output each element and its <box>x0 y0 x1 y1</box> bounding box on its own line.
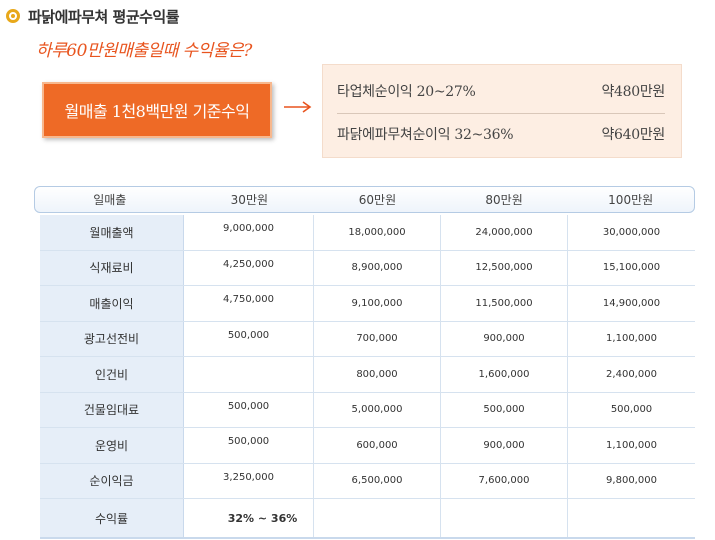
table-cell: 9,800,000 <box>606 475 657 487</box>
table-cell: 1,600,000 <box>441 357 568 392</box>
table-cell <box>184 357 314 392</box>
basis-label: 월매출 1천8백만원 기준수익 <box>64 102 250 121</box>
table-cell: 2,400,000 <box>606 368 657 380</box>
table-row: 매출이익 4,750,000 9,100,000 11,500,000 14,9… <box>40 286 695 322</box>
table-cell: 11,500,000 <box>441 286 568 321</box>
header-col-2: 60만원 <box>358 193 397 207</box>
row-label: 운영비 <box>40 428 184 463</box>
table-cell: 500,000 <box>184 392 314 427</box>
table-cell: 30,000,000 <box>602 226 661 238</box>
profit-row-label: 파닭에파무쳐순이익 32~36% <box>337 127 514 143</box>
table-cell: 500,000 <box>441 392 568 427</box>
table-cell: 1,100,000 <box>606 333 657 345</box>
table-row: 광고선전비 500,000 700,000 900,000 1,100,000 <box>40 321 695 357</box>
profit-row-value: 약480만원 <box>601 84 665 100</box>
row-label: 건물임대료 <box>40 392 184 427</box>
table-row: 순이익금 3,250,000 6,500,000 7,600,000 9,800… <box>40 463 695 499</box>
row-label: 매출이익 <box>40 286 184 321</box>
table-cell: 4,750,000 <box>184 286 314 321</box>
table-header: 일매출 30만원 60만원 80만원 100만원 <box>34 186 695 213</box>
table-cell: 800,000 <box>314 357 441 392</box>
table-cell: 8,900,000 <box>314 250 441 285</box>
profit-row-label: 타업체순이익 20~27% <box>337 84 476 100</box>
table-cell: 12,500,000 <box>441 250 568 285</box>
table-body: 월매출액 9,000,000 18,000,000 24,000,000 30,… <box>40 215 695 539</box>
table-row: 인건비 800,000 1,600,000 2,400,000 <box>40 357 695 393</box>
table-row: 운영비 500,000 600,000 900,000 1,100,000 <box>40 428 695 464</box>
table-cell <box>314 499 441 537</box>
table-cell <box>568 499 695 537</box>
table-cell: 600,000 <box>314 428 441 463</box>
profit-comparison-box: 타업체순이익 20~27% 약480만원 파닭에파무쳐순이익 32~36% 약6… <box>322 64 682 158</box>
row-label: 수익률 <box>40 499 184 537</box>
row-label: 월매출액 <box>40 215 184 250</box>
table-row: 건물임대료 500,000 5,000,000 500,000 500,000 <box>40 392 695 428</box>
arrow-right-icon <box>284 101 312 113</box>
divider <box>337 113 665 114</box>
table-cell: 6,500,000 <box>314 463 441 498</box>
table-cell: 700,000 <box>314 321 441 356</box>
row-label: 인건비 <box>40 357 184 392</box>
profit-rate-value: 32% ~ 36% <box>184 499 314 537</box>
row-label: 순이익금 <box>40 463 184 498</box>
table-cell: 24,000,000 <box>441 215 568 250</box>
table-row: 월매출액 9,000,000 18,000,000 24,000,000 30,… <box>40 215 695 251</box>
revenue-table: 일매출 30만원 60만원 80만원 100만원 월매출액 9,000,000 … <box>34 186 695 539</box>
circle-bullet-icon <box>6 9 20 23</box>
profit-row-other: 타업체순이익 20~27% 약480만원 <box>337 69 665 113</box>
header-col-1: 30만원 <box>230 193 269 207</box>
table-cell: 9,100,000 <box>314 286 441 321</box>
basis-banner: 월매출 1천8백만원 기준수익 <box>42 82 272 138</box>
page-subtitle: 하루60만원매출일때 수익율은? <box>36 41 252 61</box>
table-cell: 900,000 <box>441 428 568 463</box>
header-col-4: 100만원 <box>608 193 654 207</box>
page-header: 파닭에파무쳐 평균수익률 <box>6 6 180 26</box>
table-cell: 1,100,000 <box>606 439 657 451</box>
profit-row-ours: 파닭에파무쳐순이익 32~36% 약640만원 <box>337 112 665 156</box>
table-row-rate: 수익률 32% ~ 36% <box>40 499 695 537</box>
table-cell: 500,000 <box>184 321 314 356</box>
row-label: 식재료비 <box>40 250 184 285</box>
table-cell: 14,900,000 <box>602 297 661 309</box>
table-cell: 500,000 <box>184 428 314 463</box>
table-cell: 18,000,000 <box>314 215 441 250</box>
table-cell: 4,250,000 <box>184 250 314 285</box>
table-cell: 9,000,000 <box>184 215 314 250</box>
page-title: 파닭에파무쳐 평균수익률 <box>28 7 180 26</box>
table-cell <box>441 499 568 537</box>
table-cell: 5,000,000 <box>314 392 441 427</box>
table-cell: 15,100,000 <box>602 262 661 274</box>
table-cell: 500,000 <box>610 404 653 416</box>
header-col-3: 80만원 <box>485 193 523 207</box>
profit-row-value: 약640만원 <box>601 127 665 143</box>
table-cell: 3,250,000 <box>184 463 314 498</box>
header-daily-sales: 일매출 <box>93 193 127 207</box>
table-cell: 7,600,000 <box>441 463 568 498</box>
table-cell: 900,000 <box>441 321 568 356</box>
row-label: 광고선전비 <box>40 321 184 356</box>
table-row: 식재료비 4,250,000 8,900,000 12,500,000 15,1… <box>40 250 695 286</box>
